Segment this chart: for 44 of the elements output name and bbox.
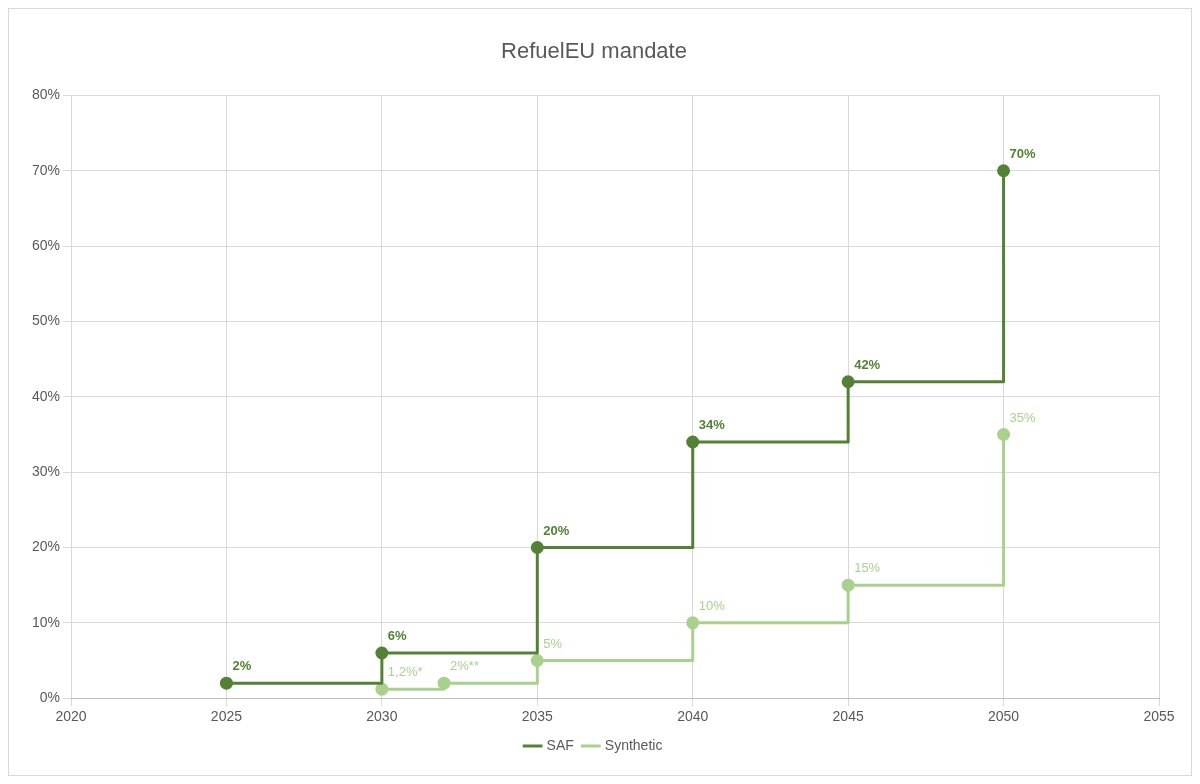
y-tick-label: 30% [31,463,61,480]
data-label: 1,2%* [387,664,423,680]
x-tick-label: 2035 [521,708,554,725]
point [219,676,233,690]
point [686,616,700,630]
point [375,646,389,660]
y-tick-label: 0% [39,689,61,706]
point [530,541,544,554]
x-tick-label: 2050 [988,708,1020,725]
point [997,427,1011,441]
x-tick-label: 2045 [832,708,864,725]
x-tick-label: 2040 [677,708,709,725]
y-tick-label: 20% [31,538,61,555]
y-tick-label: 60% [31,236,61,253]
point [997,164,1011,178]
y-tick-label: 70% [31,161,61,178]
point [841,375,855,389]
y-tick-label: 10% [31,613,61,630]
y-tick-label: 80% [31,86,61,103]
x-tick-label: 2055 [1143,708,1175,725]
data-label: 35% [1009,409,1037,425]
data-label: 34% [698,417,726,433]
x-tick-label: 2030 [366,708,398,725]
legend-label: SAF [546,736,574,753]
point [841,578,855,592]
point [530,654,544,668]
data-label: 2%** [450,658,479,674]
data-label: 2% [232,658,252,674]
x-tick-label: 2020 [55,708,87,725]
data-label: 6% [387,628,408,644]
x-tick-label: 2025 [210,708,243,725]
data-label: 10% [698,597,726,613]
data-label: 15% [854,560,881,576]
data-label: 70% [1009,145,1037,161]
data-label: 5% [543,635,563,651]
point [686,435,700,449]
data-label: 42% [854,356,881,372]
point [375,682,389,696]
point [437,676,451,690]
data-label: 20% [543,522,570,538]
y-tick-label: 50% [31,312,61,329]
chart-title: RefuelEU mandate [501,38,687,64]
legend-label: Synthetic [604,736,663,753]
y-tick-label: 40% [31,387,61,404]
